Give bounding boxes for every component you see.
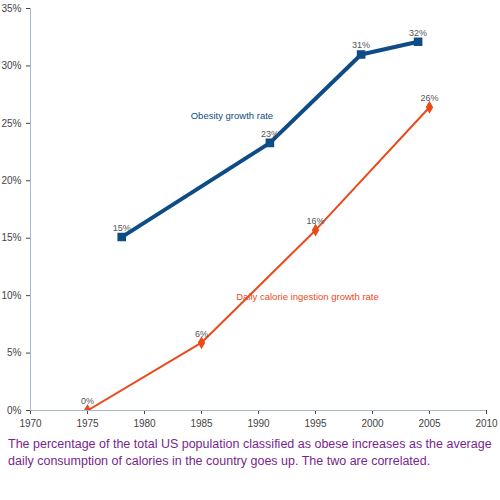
svg-text:1985: 1985 xyxy=(190,418,213,429)
svg-text:Obesity growth rate: Obesity growth rate xyxy=(191,110,273,121)
svg-text:0%: 0% xyxy=(81,396,94,406)
html-text:The percentage of the total US: The percentage of the total US populatio… xyxy=(8,437,492,468)
svg-text:35%: 35% xyxy=(1,3,21,14)
svg-text:32%: 32% xyxy=(409,28,427,38)
svg-text:1975: 1975 xyxy=(76,418,99,429)
svg-text:1980: 1980 xyxy=(133,418,156,429)
svg-text:Daily calorie ingestion growth: Daily calorie ingestion growth rate xyxy=(236,291,379,302)
svg-text:2010: 2010 xyxy=(475,418,498,429)
svg-text:1990: 1990 xyxy=(247,418,270,429)
svg-text:10%: 10% xyxy=(1,290,21,301)
svg-text:15%: 15% xyxy=(1,232,21,243)
svg-text:6%: 6% xyxy=(195,329,208,339)
svg-text:1970: 1970 xyxy=(19,418,42,429)
svg-text:20%: 20% xyxy=(1,175,21,186)
svg-text:2000: 2000 xyxy=(361,418,384,429)
svg-text:15%: 15% xyxy=(113,223,131,233)
svg-text:2005: 2005 xyxy=(418,418,441,429)
svg-text:5%: 5% xyxy=(7,347,22,358)
svg-text:16%: 16% xyxy=(306,216,324,226)
svg-text:30%: 30% xyxy=(1,60,21,71)
svg-text:23%: 23% xyxy=(261,129,279,139)
svg-text:26%: 26% xyxy=(420,93,438,103)
svg-text:25%: 25% xyxy=(1,118,21,129)
svg-text:31%: 31% xyxy=(352,40,370,50)
svg-text:0%: 0% xyxy=(7,405,22,416)
svg-text:1995: 1995 xyxy=(304,418,327,429)
